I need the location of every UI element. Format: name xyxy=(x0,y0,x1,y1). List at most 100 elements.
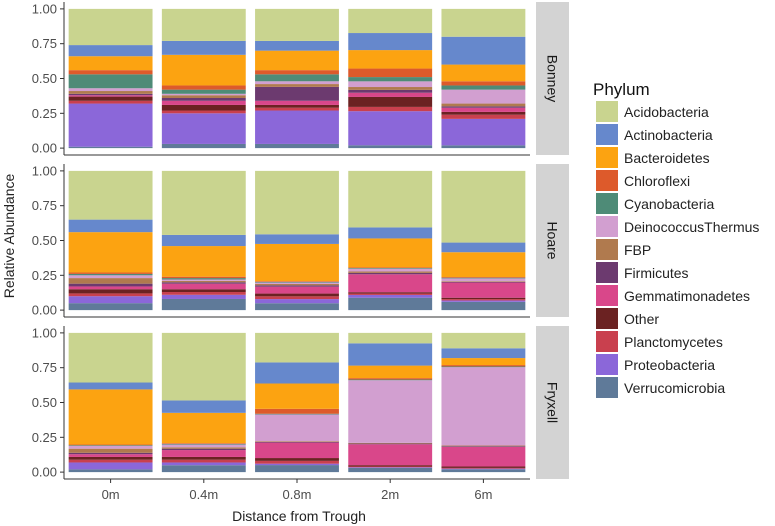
bar-segment-fbp xyxy=(348,271,433,273)
bar-segment-cyanobacteria xyxy=(161,89,246,94)
bar-hoare-0.8m xyxy=(255,170,339,311)
bar-segment-fbp xyxy=(255,84,339,87)
y-tick-label: 0.75 xyxy=(32,198,57,213)
bar-segment-cyanobacteria xyxy=(441,366,526,368)
bar-segment-bacteroidetes xyxy=(68,232,153,273)
bar-segment-verrucomicrobia xyxy=(441,145,526,149)
bar-segment-chloroflexi xyxy=(68,70,153,75)
bar-segment-firmicutes xyxy=(255,285,339,287)
bar-segment-planctomycetes xyxy=(68,100,153,104)
bar-segment-gemmatimonadetes xyxy=(68,286,153,290)
legend-label: Other xyxy=(624,311,659,327)
legend-label: FBP xyxy=(624,242,651,258)
legend-item-deinococcusthermus: DeinococcusThermus xyxy=(596,216,759,237)
legend-swatch xyxy=(596,193,618,214)
strip-bonney: Bonney xyxy=(536,2,569,155)
bar-segment-chloroflexi xyxy=(255,281,339,282)
x-axis: 0m 0.4m 0.8m 2m 6m xyxy=(102,479,492,502)
bar-segment-verrucomicrobia xyxy=(441,469,526,473)
bar-segment-other xyxy=(161,104,246,111)
bar-segment-fbp xyxy=(441,445,526,447)
bar-segment-other xyxy=(68,456,153,460)
legend-label: Verrucomicrobia xyxy=(624,380,725,396)
legend-item-firmicutes: Firmicutes xyxy=(596,262,689,283)
bar-segment-bacteroidetes xyxy=(68,389,153,445)
x-axis-title: Distance from Trough xyxy=(232,508,366,524)
bar-segment-bacteroidetes xyxy=(161,412,246,444)
bar-segment-acidobacteria xyxy=(68,170,153,220)
bar-segment-firmicutes xyxy=(441,106,526,108)
bar-segment-planctomycetes xyxy=(161,110,246,114)
bar-segment-proteobacteria xyxy=(255,299,339,304)
legend-item-verrucomicrobia: Verrucomicrobia xyxy=(596,377,725,398)
bar-segment-fbp xyxy=(348,87,433,90)
legend-label: Firmicutes xyxy=(624,265,689,281)
bar-segment-verrucomicrobia xyxy=(348,145,433,149)
bar-segment-chloroflexi xyxy=(68,272,153,274)
y-tick-label: 0.25 xyxy=(32,106,57,121)
bar-bonney-6m xyxy=(441,8,526,149)
bar-segment-actinobacteria xyxy=(441,36,526,65)
bar-segment-acidobacteria xyxy=(348,8,433,34)
bar-segment-verrucomicrobia xyxy=(68,469,153,473)
y-tick-label: 0.75 xyxy=(32,36,57,51)
bar-segment-actinobacteria xyxy=(161,400,246,413)
bar-segment-gemmatimonadetes xyxy=(255,442,339,459)
bar-segment-acidobacteria xyxy=(68,8,153,46)
bar-segment-bacteroidetes xyxy=(161,54,246,86)
bar-segment-gemmatimonadetes xyxy=(348,92,433,97)
legend-item-proteobacteria: Proteobacteria xyxy=(596,354,715,375)
bar-fryxell-0.8m xyxy=(255,332,339,473)
bar-segment-planctomycetes xyxy=(255,460,339,464)
bar-segment-other xyxy=(348,292,433,294)
bar-segment-other xyxy=(68,289,153,294)
bar-segment-deinococcusthermus xyxy=(441,367,526,446)
bar-segment-planctomycetes xyxy=(161,292,246,295)
y-tick-label: 1.00 xyxy=(32,163,57,178)
bar-segment-proteobacteria xyxy=(68,462,153,470)
bar-fryxell-0.4m xyxy=(161,332,246,473)
y-axis-title: Relative Abundance xyxy=(1,174,17,299)
bar-segment-other xyxy=(161,289,246,293)
y-tick-label: 0.00 xyxy=(32,303,57,318)
bar-segment-firmicutes xyxy=(161,282,246,284)
bar-segment-chloroflexi xyxy=(68,444,153,446)
bar-segment-cyanobacteria xyxy=(68,445,153,446)
strip-background xyxy=(536,2,569,155)
bar-segment-proteobacteria xyxy=(441,468,526,470)
bar-segment-deinococcusthermus xyxy=(68,445,153,449)
bar-segment-proteobacteria xyxy=(348,111,433,146)
bar-segment-fbp xyxy=(68,278,153,284)
legend-item-chloroflexi: Chloroflexi xyxy=(596,170,690,191)
bar-segment-firmicutes xyxy=(68,283,153,287)
y-tick-label: 0.50 xyxy=(32,395,57,410)
legend-label: Cyanobacteria xyxy=(624,196,714,212)
bar-segment-proteobacteria xyxy=(161,462,246,466)
legend-item-other: Other xyxy=(596,308,659,329)
bar-segment-other xyxy=(441,466,526,468)
y-tick-label: 0.50 xyxy=(32,71,57,86)
bar-segment-actinobacteria xyxy=(348,227,433,239)
bar-segment-actinobacteria xyxy=(68,219,153,233)
strip-label: Hoare xyxy=(545,221,561,259)
bar-segment-gemmatimonadetes xyxy=(255,286,339,294)
bar-segment-acidobacteria xyxy=(255,8,339,41)
bar-segment-actinobacteria xyxy=(255,40,339,51)
bar-segment-gemmatimonadetes xyxy=(68,454,153,457)
bar-segment-fbp xyxy=(161,447,246,449)
bar-segment-verrucomicrobia xyxy=(68,303,153,311)
bar-segment-fbp xyxy=(161,280,246,283)
bar-segment-proteobacteria xyxy=(161,294,246,299)
y-tick-label: 0.00 xyxy=(32,465,57,480)
bar-segment-cyanobacteria xyxy=(68,74,153,89)
legend-swatch xyxy=(596,308,618,329)
bar-fryxell-6m xyxy=(441,332,526,473)
legend-label: Bacteroidetes xyxy=(624,150,710,166)
x-tick-label: 0.4m xyxy=(189,487,218,502)
bar-segment-gemmatimonadetes xyxy=(348,444,433,466)
bar-segment-verrucomicrobia xyxy=(161,143,246,149)
legend-label: Gemmatimonadetes xyxy=(624,288,750,304)
bar-segment-actinobacteria xyxy=(68,45,153,57)
legend-swatch xyxy=(596,101,618,122)
bar-segment-bacteroidetes xyxy=(348,238,433,268)
